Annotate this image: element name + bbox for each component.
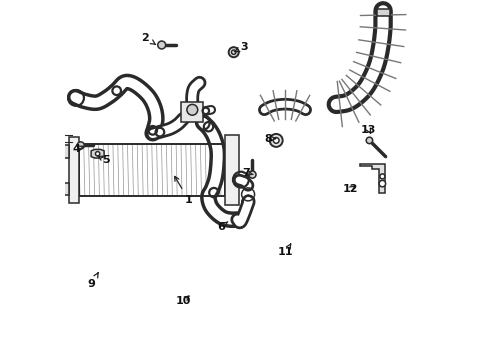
- Polygon shape: [69, 137, 79, 203]
- Circle shape: [366, 137, 372, 144]
- Circle shape: [186, 104, 197, 115]
- FancyBboxPatch shape: [181, 102, 203, 122]
- Circle shape: [273, 138, 279, 143]
- Circle shape: [228, 47, 238, 57]
- Polygon shape: [62, 183, 69, 195]
- Polygon shape: [376, 9, 389, 16]
- Text: 13: 13: [360, 125, 376, 135]
- Circle shape: [269, 134, 282, 147]
- Text: 10: 10: [175, 296, 191, 306]
- Text: 2: 2: [142, 33, 155, 45]
- Circle shape: [248, 171, 256, 178]
- Text: 12: 12: [342, 184, 358, 194]
- Text: 11: 11: [278, 244, 293, 257]
- Circle shape: [158, 41, 165, 49]
- Polygon shape: [359, 164, 384, 193]
- Polygon shape: [224, 135, 239, 205]
- Circle shape: [95, 152, 100, 156]
- Text: 8: 8: [264, 134, 275, 144]
- Text: 6: 6: [217, 222, 227, 232]
- Circle shape: [77, 142, 84, 149]
- Text: 5: 5: [98, 155, 109, 165]
- Polygon shape: [62, 145, 69, 158]
- Text: 3: 3: [234, 42, 248, 52]
- Text: 9: 9: [87, 273, 98, 289]
- Circle shape: [378, 180, 385, 187]
- Circle shape: [379, 174, 384, 179]
- Text: 4: 4: [72, 144, 83, 154]
- Circle shape: [231, 50, 235, 54]
- Text: 1: 1: [174, 176, 192, 205]
- Text: 7: 7: [242, 168, 252, 178]
- Polygon shape: [91, 149, 104, 158]
